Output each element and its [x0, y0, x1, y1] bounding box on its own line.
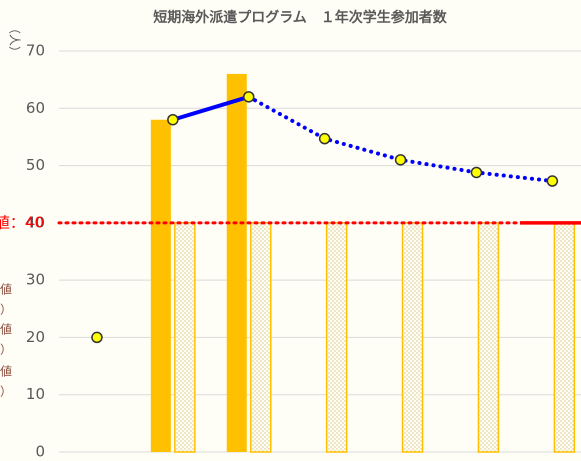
marker	[394, 154, 407, 166]
y-tick-label: 70	[26, 42, 45, 60]
y-tick-label: 30	[26, 271, 45, 289]
y-tick-label: 20	[26, 328, 45, 346]
y-axis-label: （人）	[8, 22, 22, 58]
y-tick-label: 40	[26, 213, 45, 231]
legend-fragment: 年度）	[0, 342, 12, 357]
legend-fragment: 値	[0, 364, 12, 379]
marker	[91, 331, 103, 344]
legend-fragment: 値	[0, 322, 12, 337]
y-tick-label: 0	[35, 443, 45, 461]
target-label: 値：40	[0, 213, 44, 231]
bar	[477, 222, 500, 453]
y-tick-label: 50	[26, 156, 45, 174]
chart-title: 短期海外派遣プログラム １年次学生参加者数	[153, 9, 448, 26]
bar	[325, 222, 348, 453]
bar	[226, 73, 247, 453]
marker	[470, 166, 483, 179]
marker	[243, 91, 255, 103]
line	[172, 94, 250, 122]
legend-fragment: 均）	[0, 385, 12, 399]
line	[246, 94, 555, 184]
marker	[318, 132, 331, 145]
bar	[150, 119, 171, 452]
bar	[553, 222, 576, 453]
y-tick-label: 60	[26, 99, 45, 117]
legend-fragment: 年度）	[0, 302, 12, 317]
bar	[250, 222, 272, 453]
marker	[546, 175, 559, 187]
bar	[174, 222, 196, 453]
marker	[167, 113, 179, 126]
bar	[401, 222, 424, 453]
legend-fragment: 値	[0, 282, 12, 297]
y-tick-label: 10	[26, 385, 45, 403]
